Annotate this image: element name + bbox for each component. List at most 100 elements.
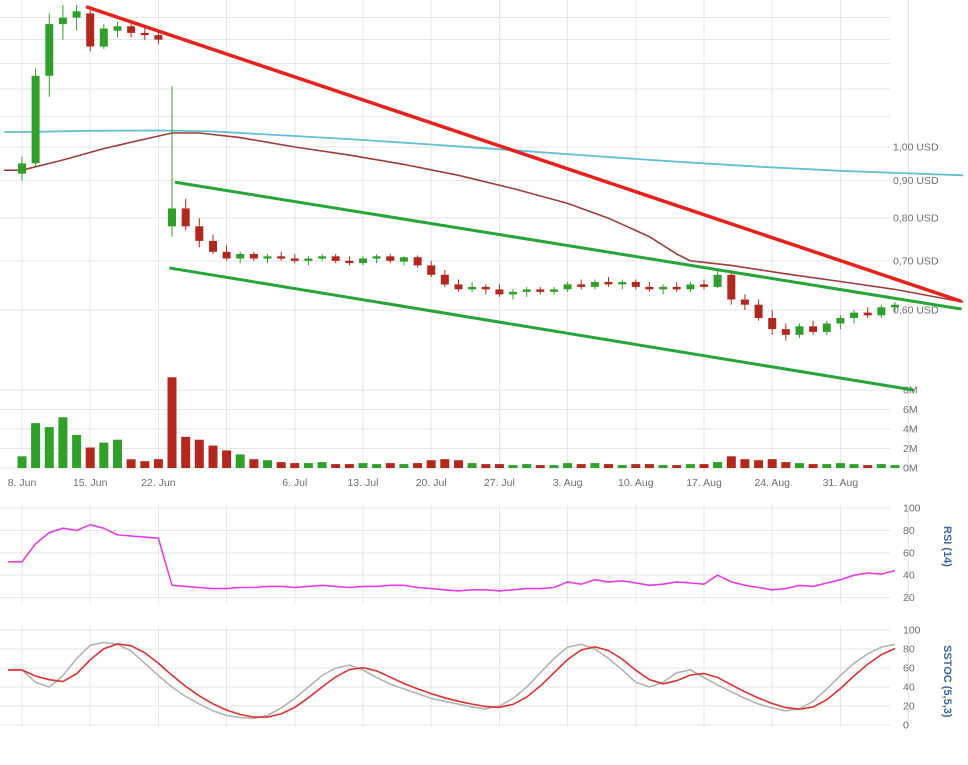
- volume-bar: [113, 439, 122, 468]
- candle-body: [86, 13, 95, 47]
- volume-bar: [604, 464, 613, 468]
- volume-bar: [549, 465, 559, 468]
- volume-bar: [126, 459, 136, 468]
- volume-bar: [440, 459, 450, 468]
- candle-body: [740, 299, 749, 305]
- candle-body: [672, 286, 681, 290]
- stoch-axis-label: 40: [903, 682, 915, 694]
- candle-body: [795, 326, 804, 335]
- volume-bar: [849, 464, 859, 468]
- candle-body: [154, 35, 163, 40]
- stoch-axis-label: 80: [903, 644, 915, 656]
- candle-body: [345, 260, 354, 264]
- volume-bar: [644, 464, 654, 468]
- candle-body: [781, 329, 790, 335]
- volume-bar: [890, 465, 900, 468]
- candle-body: [877, 307, 886, 316]
- rsi-axis-label: 40: [903, 570, 915, 582]
- x-axis-label: 22. Jun: [141, 477, 176, 489]
- ma-fast-line: [4, 129, 964, 177]
- candle-body: [140, 32, 149, 36]
- candle-body: [768, 318, 777, 330]
- candle-body: [454, 284, 463, 290]
- candle-body: [863, 312, 872, 316]
- rsi-line: [8, 523, 896, 592]
- volume-bar: [781, 462, 791, 468]
- volume-bar: [467, 463, 477, 468]
- candle-body: [604, 282, 613, 285]
- rsi-panel-label: RSI (14): [941, 526, 953, 567]
- volume-bar: [740, 459, 750, 468]
- candle-body: [181, 208, 190, 227]
- candle-body: [290, 258, 299, 261]
- candle-body: [386, 256, 395, 261]
- candle-body: [72, 11, 81, 18]
- volume-axis-label: 2M: [903, 443, 918, 455]
- volume-bar: [726, 456, 736, 468]
- candle-body: [645, 286, 654, 290]
- volume-axis-label: 6M: [903, 404, 918, 416]
- volume-bar: [494, 464, 504, 468]
- volume-bar: [167, 377, 177, 468]
- stoch-axis-label: 20: [903, 701, 915, 713]
- price-axis-label: 0,70 USD: [893, 255, 939, 267]
- volume-bar: [454, 460, 463, 468]
- volume-bar: [399, 464, 409, 468]
- stoch-panel-label: SSTOC (5,5,3): [941, 645, 953, 718]
- volume-bar: [85, 447, 95, 468]
- x-axis-label: 20. Jul: [416, 477, 447, 489]
- volume-bar: [767, 459, 777, 468]
- candle-body: [754, 304, 763, 318]
- volume-bar: [808, 464, 818, 468]
- candle-body: [440, 274, 449, 285]
- volume-bar: [699, 464, 709, 468]
- candle-body: [563, 284, 572, 290]
- volume-bar: [290, 463, 300, 468]
- x-axis-label: 10. Aug: [618, 477, 654, 489]
- volume-bar: [835, 463, 845, 468]
- volume-bar: [863, 465, 873, 468]
- candle-body: [822, 323, 831, 332]
- candle-body: [481, 286, 490, 290]
- candle-body: [850, 312, 858, 318]
- volume-bar: [358, 463, 368, 468]
- volume-bar: [140, 461, 150, 468]
- volume-bar: [631, 464, 641, 468]
- candle-body: [659, 286, 668, 290]
- candle-body: [577, 284, 586, 287]
- candle-body: [399, 257, 408, 262]
- volume-bar: [481, 464, 491, 468]
- volume-bar: [72, 434, 82, 468]
- candle-body: [127, 26, 136, 33]
- candle-body: [509, 291, 517, 295]
- candle-body: [318, 256, 327, 259]
- candle-body: [222, 251, 231, 259]
- candle-body: [618, 282, 627, 285]
- channel-upper-trendline: [174, 180, 962, 311]
- volume-bar: [576, 464, 586, 468]
- candle-body: [45, 24, 54, 76]
- candle-body: [277, 256, 286, 259]
- volume-bar: [344, 464, 354, 468]
- x-axis-label: 24. Aug: [754, 477, 790, 489]
- candle-body: [304, 258, 313, 261]
- volume-bar: [208, 445, 218, 468]
- volume-bar: [713, 462, 723, 468]
- price-axis-label: 1,00 USD: [893, 142, 939, 154]
- candle-body: [809, 326, 818, 332]
- volume-bar: [822, 464, 832, 468]
- volume-bar: [795, 463, 804, 468]
- candle-body: [359, 258, 367, 264]
- volume-bar: [263, 460, 272, 468]
- candle-body: [700, 284, 708, 287]
- candle-body: [99, 28, 108, 47]
- candle-body: [686, 284, 695, 290]
- volume-bar: [413, 463, 423, 468]
- volume-bar: [181, 436, 191, 468]
- x-axis-label: 15. Jun: [73, 477, 108, 489]
- volume-bar: [44, 427, 54, 468]
- volume-bar: [276, 462, 286, 468]
- volume-bar: [522, 464, 532, 468]
- volume-bar: [249, 459, 259, 468]
